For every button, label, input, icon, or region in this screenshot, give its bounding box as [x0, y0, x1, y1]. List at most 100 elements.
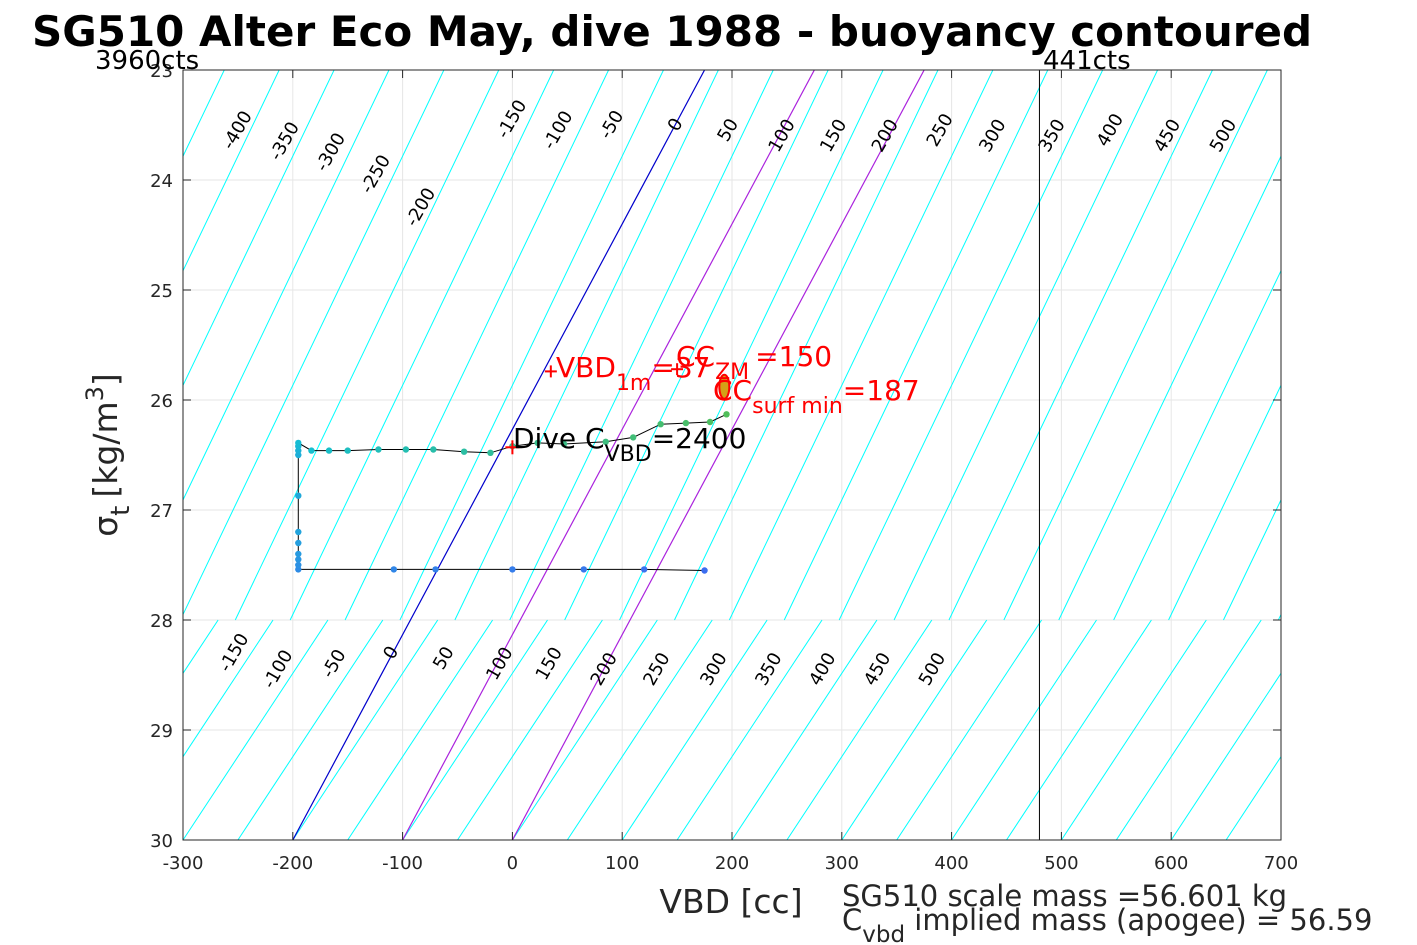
- dive-track-point: [706, 418, 714, 426]
- cc-surf-min-sub: surf min: [752, 394, 843, 419]
- x-tick-label: 100: [605, 853, 639, 874]
- contour-line: [1115, 619, 1262, 840]
- contour-line: [399, 70, 664, 621]
- y-label-sub: t: [106, 506, 136, 516]
- contour-line: [621, 619, 768, 840]
- dive-track-line: [297, 413, 727, 571]
- contour-line: [0, 70, 169, 620]
- dive-cvbd-sub: VBD: [605, 442, 652, 467]
- dive-cvbd-main: Dive C: [513, 422, 605, 455]
- contour-line: [1003, 70, 1268, 621]
- reference-lines: [292, 70, 1040, 840]
- y-label-units: [kg/m: [86, 401, 125, 497]
- contour-line: [289, 70, 555, 621]
- y-label-sup: 3: [81, 386, 109, 401]
- zero-buoyancy-line: [292, 70, 706, 840]
- dive-track-point: [295, 528, 302, 536]
- dive-track-point: [390, 566, 398, 573]
- x-tick-label: 400: [934, 853, 968, 874]
- dive-track-point: [460, 448, 468, 455]
- contour-line: [344, 70, 610, 621]
- contour-line: [1388, 70, 1417, 620]
- vbd-1m-sub: 1m: [616, 371, 651, 396]
- dive-track-point: [402, 446, 410, 453]
- contour-line: [183, 619, 329, 840]
- y-tick-label: 23: [150, 61, 173, 82]
- contour-line: [1336, 620, 1417, 840]
- dive-track-point: [657, 421, 664, 428]
- dive-track-point: [295, 556, 302, 563]
- contour-line: [183, 619, 274, 758]
- contour-line: [1225, 755, 1281, 840]
- x-tick-label: -300: [163, 853, 204, 874]
- cc-surf-min-main: CC: [713, 374, 752, 407]
- dive-track-point: [295, 566, 302, 573]
- x-tick-label: 200: [715, 853, 749, 874]
- contour-line: [183, 70, 390, 502]
- dive-track-point: [640, 566, 648, 573]
- y-tick-label: 29: [150, 721, 173, 742]
- cc-zm-tail: =150: [755, 340, 832, 373]
- contour-line: [1113, 269, 1281, 621]
- y-tick-label: 25: [150, 281, 173, 302]
- contour-line: [511, 619, 658, 840]
- contour-line: [1280, 839, 1281, 840]
- annotation-dive-cvbd: Dive CVBD=2400: [513, 422, 746, 467]
- contour-line: [183, 70, 280, 272]
- dive-track-point: [325, 447, 333, 454]
- y-tick-label: 24: [150, 171, 173, 192]
- footer-implied-mass: Cvbd implied mass (apogee) = 56.59: [842, 903, 1372, 945]
- vbd-1m-main: VBD: [556, 351, 616, 384]
- contour-line: [457, 619, 603, 840]
- contour-line: [237, 619, 384, 840]
- contour-line: [1170, 672, 1281, 840]
- contour-line: [0, 620, 108, 840]
- dive-track-point: [487, 449, 494, 456]
- contour-line: [1060, 619, 1207, 840]
- contour-line: [731, 619, 878, 840]
- contour-line: [948, 70, 1213, 621]
- dive-track-point: [295, 550, 302, 558]
- y-label-close: ]: [86, 373, 125, 386]
- contours-upper-set: [0, 70, 1417, 621]
- dive-track-point: [295, 539, 302, 547]
- cc-surf-min-tail: =187: [843, 374, 920, 407]
- dive-track-point: [344, 447, 351, 454]
- contour-line: [676, 619, 823, 840]
- dive-track-point: [295, 439, 302, 447]
- contour-line: [1223, 498, 1281, 621]
- cc-zm-main: CC: [676, 340, 715, 373]
- x-tick-label: 600: [1154, 853, 1188, 874]
- dive-track-point: [295, 451, 302, 459]
- contour-line: [619, 70, 884, 621]
- contour-line: [1006, 619, 1152, 840]
- dive-track-point: [375, 446, 382, 453]
- contour-line: [183, 70, 335, 387]
- magenta-reference-line: [511, 70, 925, 840]
- cts-right-label: 441cts: [1043, 46, 1131, 76]
- contour-line: [783, 70, 1049, 621]
- cc-zm-sub: ZM: [715, 360, 749, 385]
- contour-line: [402, 619, 548, 840]
- dive-track-point: [430, 446, 437, 453]
- x-axis-label: VBD [cc]: [659, 882, 802, 921]
- footer-vbd-sub: vbd: [862, 922, 905, 945]
- dive-track-point: [602, 438, 609, 445]
- annotation-vbd-1m: VBD1m=37: [556, 351, 710, 396]
- contour-line: [183, 70, 445, 616]
- contour-line: [292, 619, 439, 840]
- contour-line: [564, 70, 829, 621]
- x-tick-label: 0: [507, 853, 518, 874]
- y-tick-label: 30: [150, 831, 173, 852]
- dive-track-point: [701, 567, 708, 574]
- y-label-sym: σ: [86, 516, 125, 537]
- contour-line: [893, 70, 1159, 621]
- contour-line: [1058, 155, 1281, 621]
- dive-track-point: [560, 440, 568, 448]
- contour-line: [1391, 620, 1417, 840]
- contour-line: [0, 70, 5, 620]
- contour-line: [674, 70, 939, 621]
- cts-left-label: 3960cts: [95, 46, 199, 76]
- contour-line: [183, 619, 219, 675]
